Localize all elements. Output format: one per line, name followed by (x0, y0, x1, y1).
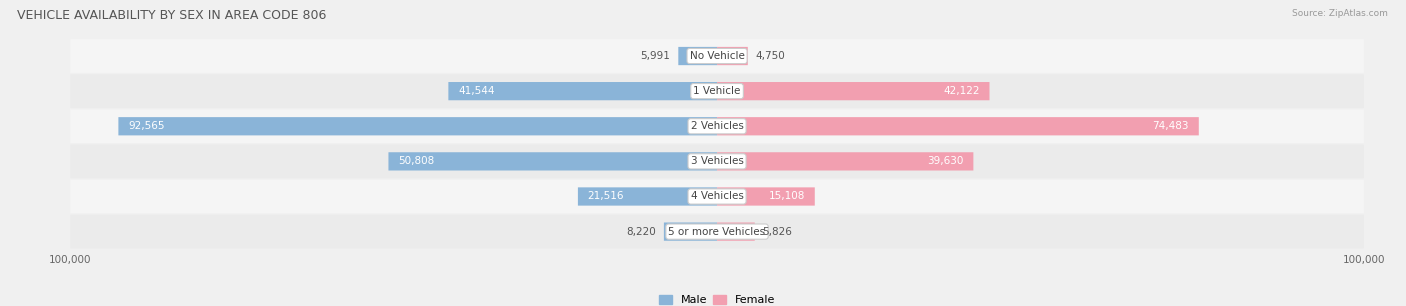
FancyBboxPatch shape (678, 47, 717, 65)
Text: 5,991: 5,991 (641, 51, 671, 61)
FancyBboxPatch shape (717, 117, 1199, 135)
Text: VEHICLE AVAILABILITY BY SEX IN AREA CODE 806: VEHICLE AVAILABILITY BY SEX IN AREA CODE… (17, 9, 326, 22)
Text: 21,516: 21,516 (588, 192, 624, 201)
FancyBboxPatch shape (717, 152, 973, 170)
FancyBboxPatch shape (70, 144, 1364, 178)
FancyBboxPatch shape (118, 117, 717, 135)
Text: 92,565: 92,565 (128, 121, 165, 131)
Text: 5 or more Vehicles: 5 or more Vehicles (668, 227, 766, 237)
Text: 2 Vehicles: 2 Vehicles (690, 121, 744, 131)
FancyBboxPatch shape (70, 180, 1364, 213)
Text: 4,750: 4,750 (755, 51, 786, 61)
Text: 8,220: 8,220 (627, 227, 657, 237)
FancyBboxPatch shape (70, 215, 1364, 248)
FancyBboxPatch shape (70, 110, 1364, 143)
FancyBboxPatch shape (578, 187, 717, 206)
Legend: Male, Female: Male, Female (654, 290, 780, 306)
FancyBboxPatch shape (70, 39, 1364, 73)
Text: 5,826: 5,826 (762, 227, 793, 237)
FancyBboxPatch shape (388, 152, 717, 170)
FancyBboxPatch shape (717, 47, 748, 65)
Text: 41,544: 41,544 (458, 86, 495, 96)
FancyBboxPatch shape (717, 222, 755, 241)
FancyBboxPatch shape (449, 82, 717, 100)
Text: 1 Vehicle: 1 Vehicle (693, 86, 741, 96)
Text: 42,122: 42,122 (943, 86, 980, 96)
Text: 74,483: 74,483 (1153, 121, 1189, 131)
Text: Source: ZipAtlas.com: Source: ZipAtlas.com (1292, 9, 1388, 18)
FancyBboxPatch shape (664, 222, 717, 241)
FancyBboxPatch shape (70, 74, 1364, 108)
Text: No Vehicle: No Vehicle (689, 51, 745, 61)
FancyBboxPatch shape (717, 82, 990, 100)
Text: 3 Vehicles: 3 Vehicles (690, 156, 744, 166)
Text: 50,808: 50,808 (398, 156, 434, 166)
Text: 39,630: 39,630 (928, 156, 963, 166)
Text: 15,108: 15,108 (769, 192, 806, 201)
Text: 4 Vehicles: 4 Vehicles (690, 192, 744, 201)
FancyBboxPatch shape (717, 187, 814, 206)
